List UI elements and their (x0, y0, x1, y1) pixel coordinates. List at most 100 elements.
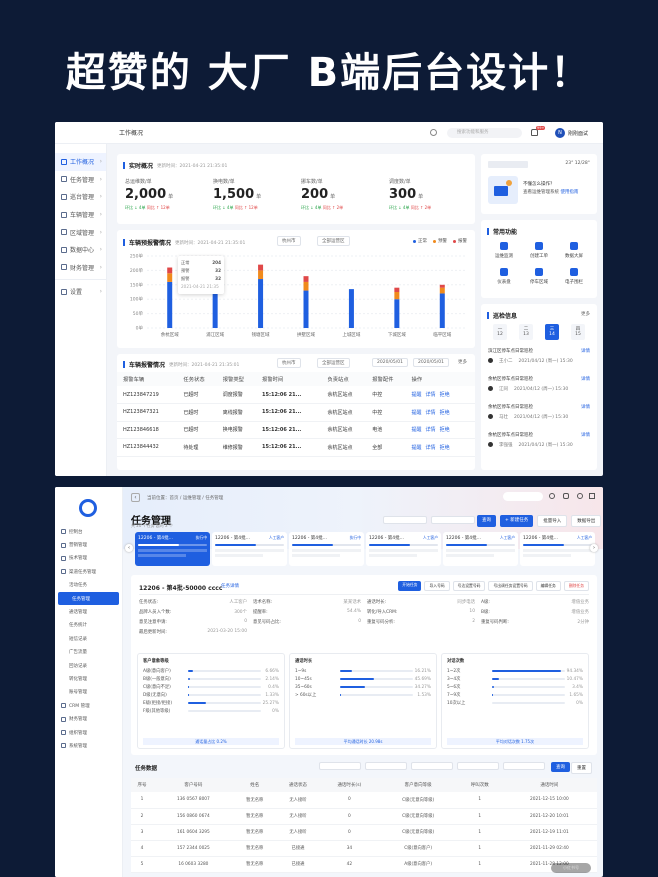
sidebar-item[interactable]: 技术管理 (55, 552, 122, 565)
action-link[interactable]: 拒绝 (439, 409, 450, 416)
header-button[interactable]: 数据导出 (571, 515, 602, 527)
sidebar-item[interactable]: 组织管理 (55, 726, 122, 739)
service-shortcut[interactable]: 电子围栏 (561, 268, 587, 285)
user-pill[interactable] (503, 492, 543, 501)
detail-tab[interactable]: 号出调任务设置号码 (488, 581, 533, 591)
avatar[interactable]: N (555, 128, 565, 138)
sidebar-item[interactable]: 任务管理 › (55, 171, 106, 189)
action-link[interactable]: 详情 (425, 427, 436, 434)
filter-select-1[interactable] (383, 516, 427, 524)
calendar-day[interactable]: 四 15 (571, 324, 585, 340)
inspection-more[interactable]: 更多 (581, 312, 590, 317)
header-button[interactable]: 查询 (477, 515, 496, 527)
sidebar-item[interactable]: 区域管理 › (55, 223, 106, 241)
detail-link[interactable]: 详情 (581, 433, 590, 438)
service-shortcut[interactable]: 仪表盘 (491, 268, 517, 285)
city-select[interactable]: 杭州市 (277, 236, 301, 246)
task-card[interactable]: 12206 - 第4批... 执行中 (289, 532, 364, 566)
filter-select[interactable] (457, 762, 499, 770)
task-card[interactable]: 12206 - 第4批... 人工客户 (520, 532, 595, 566)
action-link[interactable]: 详情 (425, 444, 436, 451)
service-shortcut[interactable]: 运维监测 (491, 242, 517, 259)
action-link[interactable]: 拒绝 (439, 444, 450, 451)
sidebar-item[interactable]: 工作概况 › (55, 153, 106, 171)
region-select[interactable]: 全部运营区 (317, 236, 350, 246)
task-search-button[interactable]: 查询 (551, 762, 570, 772)
detail-link[interactable]: 任务详情 (221, 584, 239, 589)
sidebar-item[interactable]: CRM 管理 (55, 699, 122, 712)
sidebar-item[interactable]: 短信记录 (55, 632, 122, 645)
task-reset-button[interactable]: 重置 (571, 762, 592, 774)
task-card[interactable]: 12206 - 第4批... 执行中 (135, 532, 210, 566)
sidebar-item[interactable]: 设置 › (55, 283, 106, 301)
sidebar-item[interactable]: 任务统计 (55, 619, 122, 632)
action-link[interactable]: 详情 (425, 409, 436, 416)
task-card[interactable]: 12206 - 第4批... 人工客户 (212, 532, 287, 566)
filter-select-2[interactable] (431, 516, 475, 524)
history-icon[interactable] (430, 129, 437, 136)
sidebar-item[interactable]: 财务管理 (55, 712, 122, 725)
action-link[interactable]: 拒绝 (439, 427, 450, 434)
guide-link[interactable]: 使用指南 (560, 190, 579, 195)
action-link[interactable]: 提醒 (411, 444, 422, 451)
sidebar-item[interactable]: 渠道任务管理 (55, 565, 122, 578)
detail-link[interactable]: 详情 (581, 377, 590, 382)
prev-arrow-icon[interactable]: ‹ (125, 544, 133, 552)
task-card[interactable]: 12206 - 第4批... 人工客户 (366, 532, 441, 566)
calendar-day[interactable]: 三 14 (545, 324, 559, 340)
service-shortcut[interactable]: 数据大屏 (561, 242, 587, 259)
bell-icon[interactable] (531, 129, 538, 136)
sidebar-item[interactable]: 车辆管理 › (55, 206, 106, 224)
sidebar-item[interactable]: 巡台管理 › (55, 188, 106, 206)
date-from[interactable]: 2020/05/01 (372, 358, 408, 367)
sidebar-item[interactable]: 任务管理 (58, 591, 119, 606)
help-icon[interactable] (577, 493, 583, 499)
column-header: 姓名 (233, 778, 276, 792)
detail-link[interactable]: 详情 (581, 405, 590, 410)
action-link[interactable]: 拒绝 (439, 392, 450, 398)
sidebar-item[interactable]: 营销管理 (55, 538, 122, 551)
service-shortcut[interactable]: 停车区域 (526, 268, 552, 285)
filter-select[interactable] (503, 762, 545, 770)
calendar-day[interactable]: 一 12 (493, 324, 507, 340)
detail-link[interactable]: 详情 (581, 349, 590, 354)
filter-select[interactable] (411, 762, 453, 770)
sidebar-item[interactable]: 系统管理 (55, 739, 122, 752)
sidebar-item[interactable]: 数据中心 › (55, 241, 106, 259)
header-button[interactable]: + 新建任务 (500, 515, 534, 527)
detail-tab[interactable]: 删除任务 (563, 581, 589, 591)
sidebar-item[interactable]: 转化管理 (55, 672, 122, 685)
sidebar-item[interactable]: 财务管理 › (55, 259, 106, 277)
date-to[interactable]: 2020/05/01 (413, 358, 449, 367)
filter-select[interactable] (319, 762, 361, 770)
detail-tab[interactable]: 开始任务 (398, 581, 422, 591)
sidebar-item[interactable]: 账号管理 (55, 686, 122, 699)
detail-tab[interactable]: 导入号码 (424, 581, 450, 591)
sidebar-item[interactable]: 通话管理 (55, 605, 122, 618)
alarm-city-select[interactable]: 杭州市 (277, 358, 301, 368)
alarm-region-select[interactable]: 全部运营区 (317, 358, 350, 368)
alarm-more-link[interactable]: 更多 (458, 360, 467, 365)
calendar-day[interactable]: 二 13 (519, 324, 533, 340)
sidebar-item[interactable]: 回访记录 (55, 659, 122, 672)
sidebar-item[interactable]: 控制台 (55, 525, 122, 538)
search-input[interactable]: 搜索功能和服务 (447, 128, 522, 138)
back-icon[interactable]: ‹ (131, 493, 140, 502)
header-button[interactable]: 批量导入 (537, 515, 568, 527)
user-name[interactable]: 刚刚面试 (568, 131, 589, 137)
exit-icon[interactable] (589, 493, 595, 499)
action-link[interactable]: 详情 (425, 392, 436, 398)
next-arrow-icon[interactable]: › (590, 544, 598, 552)
service-shortcut[interactable]: 创建工单 (526, 242, 552, 259)
sidebar-item[interactable]: 广告流量 (55, 646, 122, 659)
action-link[interactable]: 提醒 (411, 392, 422, 398)
filter-select[interactable] (365, 762, 407, 770)
bell-icon[interactable] (563, 493, 569, 499)
action-link[interactable]: 提醒 (411, 409, 422, 416)
task-card[interactable]: 12206 - 第4批... 人工客户 (443, 532, 518, 566)
detail-tab[interactable]: 编辑任务 (535, 581, 561, 591)
sidebar-item[interactable]: 活动任务 (55, 579, 122, 592)
detail-tab[interactable]: 号达设置号码 (452, 581, 486, 591)
action-link[interactable]: 提醒 (411, 427, 422, 434)
user-icon[interactable] (549, 493, 555, 499)
